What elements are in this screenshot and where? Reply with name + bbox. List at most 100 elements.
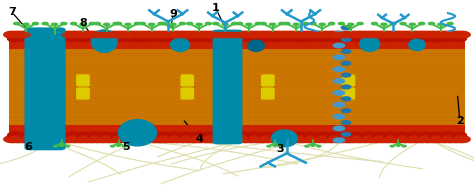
Text: 7: 7 bbox=[8, 7, 16, 17]
Circle shape bbox=[178, 132, 193, 138]
Circle shape bbox=[406, 132, 421, 138]
Circle shape bbox=[210, 32, 224, 38]
Circle shape bbox=[135, 31, 152, 38]
Ellipse shape bbox=[271, 130, 298, 147]
Circle shape bbox=[80, 23, 86, 26]
Circle shape bbox=[372, 132, 387, 138]
Circle shape bbox=[442, 31, 459, 38]
Circle shape bbox=[372, 36, 387, 42]
Circle shape bbox=[216, 32, 229, 38]
Circle shape bbox=[364, 32, 377, 38]
Circle shape bbox=[222, 23, 228, 26]
Circle shape bbox=[394, 132, 410, 138]
Circle shape bbox=[110, 145, 115, 147]
Circle shape bbox=[438, 32, 451, 38]
Circle shape bbox=[190, 36, 205, 42]
Circle shape bbox=[353, 32, 366, 38]
Circle shape bbox=[341, 32, 355, 38]
Circle shape bbox=[370, 32, 383, 38]
Circle shape bbox=[351, 136, 368, 143]
Circle shape bbox=[347, 32, 360, 38]
Circle shape bbox=[102, 32, 116, 38]
Circle shape bbox=[186, 31, 203, 38]
Circle shape bbox=[21, 31, 38, 38]
Circle shape bbox=[256, 32, 269, 38]
Circle shape bbox=[419, 136, 436, 143]
Circle shape bbox=[455, 32, 468, 38]
Circle shape bbox=[38, 31, 55, 38]
Circle shape bbox=[385, 136, 402, 143]
Bar bbox=[9, 34, 465, 49]
Circle shape bbox=[113, 22, 119, 25]
Circle shape bbox=[392, 32, 406, 38]
Circle shape bbox=[85, 32, 99, 38]
Circle shape bbox=[186, 136, 203, 143]
Circle shape bbox=[174, 136, 191, 143]
Circle shape bbox=[214, 31, 231, 38]
Circle shape bbox=[212, 132, 228, 138]
Circle shape bbox=[337, 132, 353, 138]
Circle shape bbox=[106, 31, 123, 38]
Ellipse shape bbox=[247, 40, 264, 51]
Circle shape bbox=[142, 32, 155, 38]
Circle shape bbox=[385, 31, 402, 38]
Circle shape bbox=[187, 22, 192, 25]
Circle shape bbox=[68, 32, 82, 38]
Circle shape bbox=[311, 31, 328, 38]
Circle shape bbox=[322, 31, 339, 38]
Circle shape bbox=[137, 32, 150, 38]
Circle shape bbox=[428, 22, 434, 25]
Circle shape bbox=[214, 136, 231, 143]
Circle shape bbox=[205, 32, 218, 38]
Circle shape bbox=[106, 136, 123, 143]
Circle shape bbox=[362, 31, 379, 38]
Circle shape bbox=[305, 31, 322, 38]
Circle shape bbox=[55, 31, 72, 38]
Ellipse shape bbox=[118, 120, 156, 146]
Circle shape bbox=[396, 136, 413, 143]
Circle shape bbox=[129, 31, 146, 38]
Circle shape bbox=[146, 136, 163, 143]
Circle shape bbox=[428, 132, 444, 138]
Circle shape bbox=[453, 136, 470, 143]
Circle shape bbox=[167, 36, 182, 42]
Circle shape bbox=[99, 132, 114, 138]
Circle shape bbox=[281, 132, 296, 138]
Circle shape bbox=[65, 145, 70, 147]
FancyBboxPatch shape bbox=[181, 88, 193, 99]
Circle shape bbox=[6, 32, 19, 38]
Circle shape bbox=[270, 23, 275, 26]
Circle shape bbox=[358, 32, 372, 38]
Circle shape bbox=[281, 36, 296, 42]
Circle shape bbox=[171, 32, 184, 38]
Circle shape bbox=[61, 136, 78, 143]
Circle shape bbox=[451, 36, 466, 42]
Circle shape bbox=[235, 36, 250, 42]
Circle shape bbox=[139, 22, 145, 25]
Circle shape bbox=[267, 145, 271, 147]
Circle shape bbox=[169, 31, 186, 38]
Circle shape bbox=[100, 136, 118, 143]
Circle shape bbox=[83, 31, 100, 38]
Circle shape bbox=[17, 32, 30, 38]
Circle shape bbox=[368, 31, 385, 38]
Circle shape bbox=[193, 32, 207, 38]
Circle shape bbox=[328, 136, 345, 143]
Circle shape bbox=[165, 32, 178, 38]
Circle shape bbox=[205, 22, 211, 25]
Circle shape bbox=[155, 36, 171, 42]
Circle shape bbox=[339, 31, 356, 38]
Circle shape bbox=[174, 31, 191, 38]
Circle shape bbox=[292, 36, 307, 42]
Circle shape bbox=[368, 136, 385, 143]
Circle shape bbox=[129, 136, 146, 143]
Circle shape bbox=[428, 36, 444, 42]
FancyBboxPatch shape bbox=[25, 28, 65, 150]
Circle shape bbox=[94, 22, 100, 25]
Circle shape bbox=[239, 32, 252, 38]
Circle shape bbox=[447, 136, 465, 143]
Circle shape bbox=[271, 136, 288, 143]
Circle shape bbox=[402, 31, 419, 38]
Circle shape bbox=[248, 31, 265, 38]
Circle shape bbox=[319, 23, 325, 26]
